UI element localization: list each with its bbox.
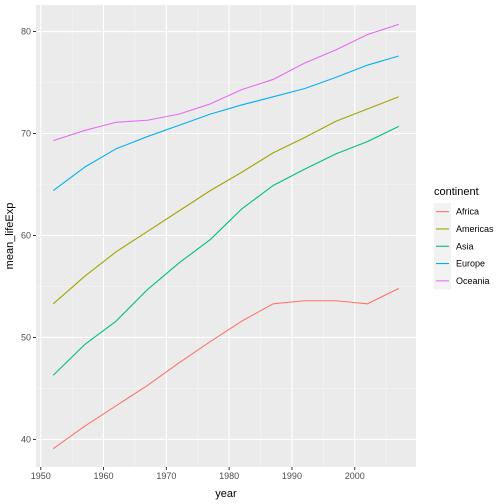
series-line-oceania <box>53 23 399 142</box>
series-line-africa <box>52 288 399 450</box>
y-tick-label: 70 <box>21 129 31 139</box>
y-axis: 40 50 60 70 80 <box>21 27 36 444</box>
y-tick-label: 40 <box>21 434 31 444</box>
legend-item-europe: Europe <box>434 254 485 273</box>
legend-item-oceania: Oceania <box>434 272 490 290</box>
x-tick-label: 1950 <box>31 471 51 481</box>
legend-label: Americas <box>456 224 494 234</box>
legend-label: Oceania <box>456 276 490 286</box>
legend-label: Africa <box>456 207 479 217</box>
x-tick-label: 1960 <box>94 471 114 481</box>
legend-item-africa: Africa <box>434 203 479 221</box>
series-line-asia <box>52 125 399 376</box>
legend-item-asia: Asia <box>434 237 474 255</box>
series-line-americas <box>52 96 399 305</box>
y-tick-label: 60 <box>21 230 31 240</box>
major-gridlines <box>36 5 416 467</box>
y-axis-title: mean_lifeExp <box>4 203 16 270</box>
legend-label: Europe <box>456 259 485 269</box>
x-tick-label: 1970 <box>156 471 176 481</box>
x-tick-label: 1980 <box>219 471 239 481</box>
y-tick-label: 80 <box>21 27 31 37</box>
series-lines <box>52 23 399 450</box>
legend-item-americas: Americas <box>434 220 494 238</box>
legend-items: Africa Americas Asia Europe Oceania <box>434 203 494 290</box>
series-line-europe <box>52 55 399 192</box>
legend-title: continent <box>434 186 479 198</box>
x-axis: 1950 1960 1970 1980 1990 2000 <box>31 467 365 481</box>
legend: continent Africa Americas Asia Europe Oceani… <box>434 186 494 290</box>
x-tick-label: 2000 <box>345 471 365 481</box>
y-tick-label: 50 <box>21 332 31 342</box>
x-axis-title: year <box>215 488 237 500</box>
x-tick-label: 1990 <box>282 471 302 481</box>
legend-label: Asia <box>456 241 474 251</box>
